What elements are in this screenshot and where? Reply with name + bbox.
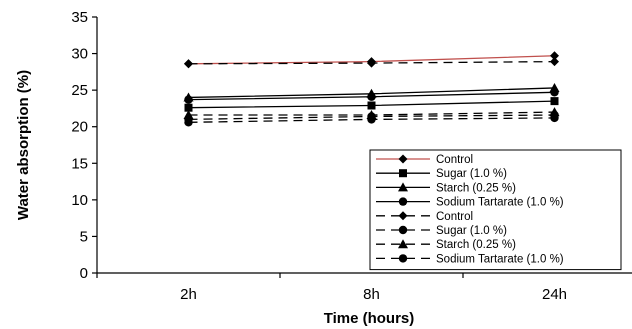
y-tick-label: 25 bbox=[71, 82, 88, 99]
data-point bbox=[550, 57, 559, 67]
legend-entry: Sodium Tartarate (1.0 %) bbox=[376, 253, 564, 265]
legend-entry: Sodium Tartarate (1.0 %) bbox=[376, 197, 564, 209]
data-point bbox=[550, 110, 559, 120]
series-3 bbox=[184, 88, 559, 104]
legend-label: Starch (0.25 %) bbox=[436, 182, 516, 194]
y-tick-label: 5 bbox=[80, 228, 88, 245]
legend-marker bbox=[398, 254, 408, 263]
legend-box bbox=[369, 149, 622, 271]
legend-label: Sodium Tartarate (1.0 %) bbox=[436, 197, 564, 209]
legend-marker bbox=[398, 182, 408, 192]
series-7 bbox=[184, 110, 559, 124]
data-point bbox=[184, 95, 193, 104]
series-1 bbox=[184, 97, 559, 112]
legend-entry: Sugar (1.0 %) bbox=[376, 168, 507, 180]
legend-marker bbox=[398, 239, 408, 249]
legend-label: Starch (0.25 %) bbox=[436, 239, 516, 251]
legend-marker bbox=[398, 211, 408, 221]
y-tick-label: 15 bbox=[71, 155, 88, 172]
legend-label: Control bbox=[436, 154, 473, 166]
legend-entry: Starch (0.25 %) bbox=[376, 239, 516, 251]
legend: Control Sugar (1.0 %) Starch (0.25 %) Sodiu… bbox=[369, 149, 622, 271]
y-tick-label: 0 bbox=[80, 265, 88, 282]
legend-marker bbox=[399, 169, 407, 178]
data-point bbox=[184, 115, 193, 124]
x-tick-label: 24h bbox=[542, 286, 567, 303]
data-point bbox=[184, 103, 193, 112]
data-point bbox=[550, 51, 559, 61]
legend-entry: Control bbox=[376, 211, 473, 223]
y-tick-label: 30 bbox=[71, 46, 88, 63]
data-point bbox=[367, 58, 376, 68]
legend-label: Sugar (1.0 %) bbox=[436, 225, 507, 237]
data-point bbox=[367, 92, 376, 101]
series-layer bbox=[183, 51, 560, 127]
data-point bbox=[550, 88, 559, 97]
series-4 bbox=[184, 57, 559, 69]
x-tick-label: 2h bbox=[180, 286, 197, 303]
data-point bbox=[550, 97, 559, 106]
y-axis: 0 5 10 15 20 25 30 35 bbox=[71, 9, 98, 282]
legend-marker bbox=[398, 154, 408, 164]
legend-label: Control bbox=[436, 211, 473, 223]
data-point bbox=[367, 101, 376, 110]
x-axis-title: Time (hours) bbox=[324, 310, 415, 327]
y-tick-label: 35 bbox=[71, 9, 88, 26]
legend-label: Sugar (1.0 %) bbox=[436, 168, 507, 180]
data-point bbox=[367, 112, 376, 121]
x-axis: 2h 8h 24h bbox=[96, 272, 632, 303]
y-axis-title: Water absorption (%) bbox=[15, 70, 32, 220]
y-tick-label: 10 bbox=[71, 192, 88, 209]
legend-marker bbox=[398, 197, 408, 206]
legend-entry: Starch (0.25 %) bbox=[376, 182, 516, 194]
x-tick-label: 8h bbox=[363, 286, 380, 303]
data-point bbox=[184, 59, 193, 69]
legend-marker bbox=[398, 225, 408, 235]
legend-entry: Sugar (1.0 %) bbox=[376, 225, 507, 237]
y-tick-label: 20 bbox=[71, 119, 88, 136]
legend-entry: Control bbox=[376, 154, 473, 166]
legend-label: Sodium Tartarate (1.0 %) bbox=[436, 253, 564, 265]
